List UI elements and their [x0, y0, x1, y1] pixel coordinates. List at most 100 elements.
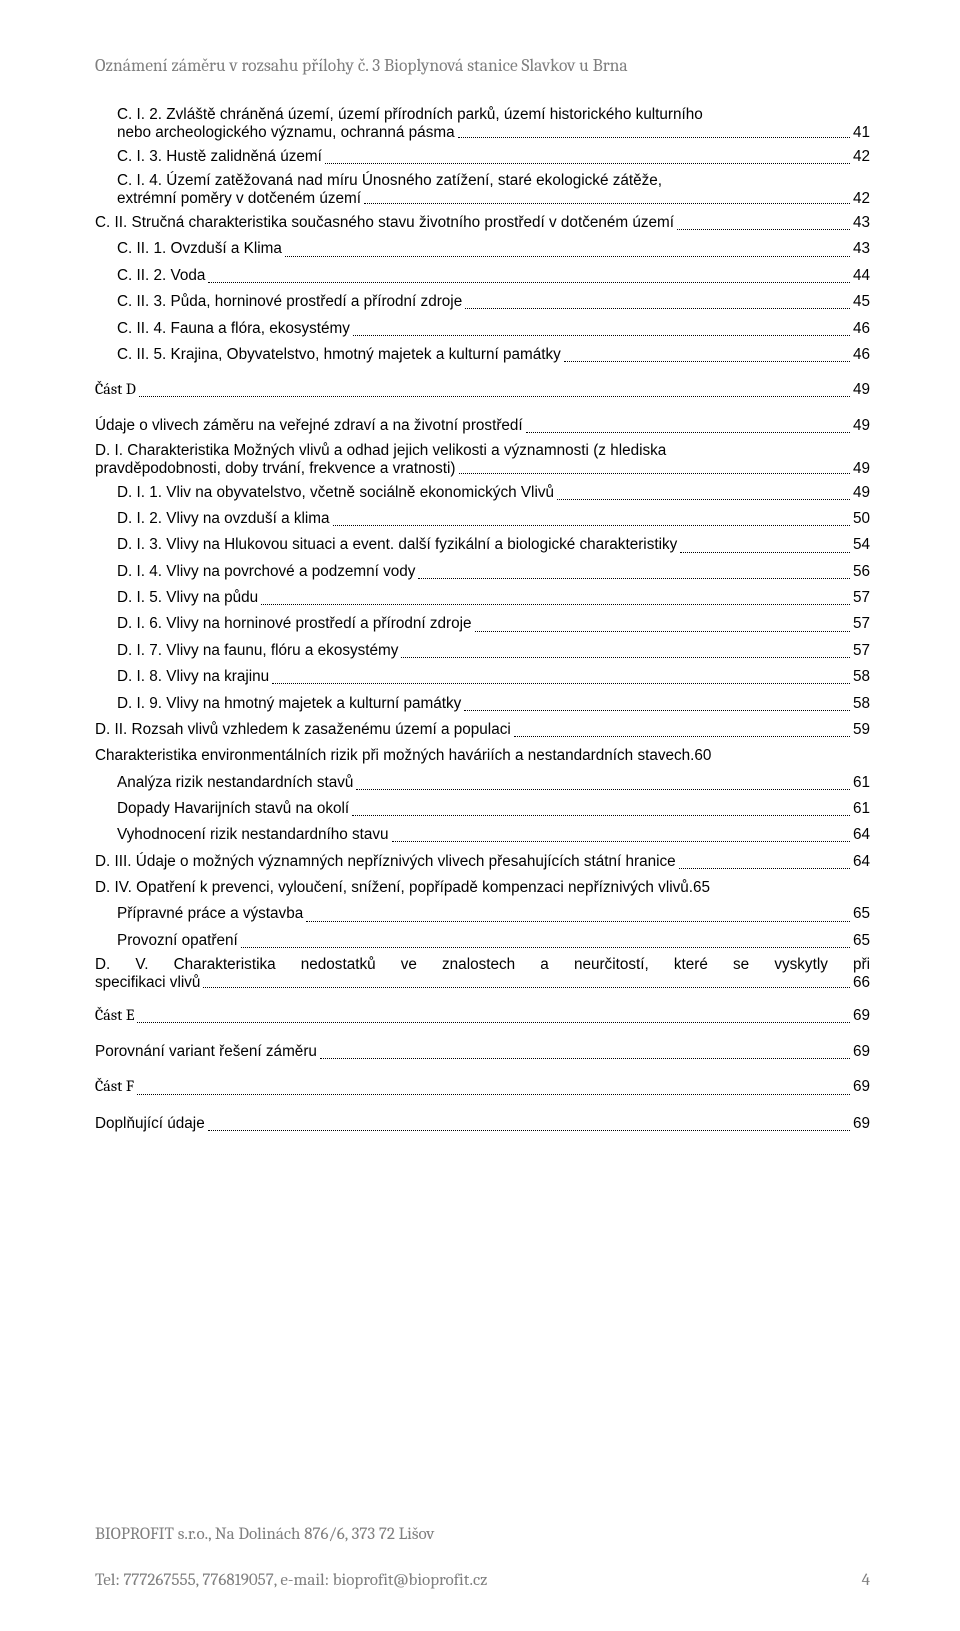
toc-line: Provozní opatření65 — [95, 930, 870, 952]
toc-leader-dots — [272, 683, 850, 684]
toc-page-number: 57 — [853, 640, 870, 662]
toc-multiline: C. I. 2. Zvláště chráněná území, území p… — [95, 106, 870, 142]
toc-label-last: specifikaci vlivů — [95, 974, 200, 992]
toc-page-number: 49 — [853, 415, 870, 437]
toc-leader-dots — [418, 578, 850, 579]
toc-part-line: Část E 69 — [95, 1004, 870, 1027]
toc-label-last-row: nebo archeologického významu, ochranná p… — [117, 124, 870, 142]
toc-line: C. II. Stručná charakteristika současnéh… — [95, 212, 870, 234]
toc-label-first: C. I. 2. Zvláště chráněná území, území p… — [117, 106, 870, 124]
toc-leader-dots — [353, 335, 850, 336]
toc-leader-dots — [401, 657, 850, 658]
document-page: Oznámení záměru v rozsahu přílohy č. 3 B… — [0, 0, 960, 1631]
toc-line: C. II. 3. Půda, horninové prostředí a př… — [95, 291, 870, 313]
toc-page-number: 65 — [853, 903, 870, 925]
footer-line2: Tel: 777267555, 776819057, e-mail: biopr… — [95, 1571, 487, 1590]
toc-leader-dots — [475, 631, 850, 632]
toc-label: C. II. Stručná charakteristika současnéh… — [95, 212, 674, 234]
toc-line: D. I. 5. Vlivy na půdu57 — [95, 587, 870, 609]
toc-page-number: 42 — [853, 146, 870, 168]
toc-leader-dots — [261, 604, 850, 605]
toc-line: C. II. 1. Ovzduší a Klima43 — [95, 238, 870, 260]
footer-contact: BIOPROFIT s.r.o., Na Dolinách 876/6, 373… — [95, 1501, 487, 1593]
toc-label: Přípravné práce a výstavba — [117, 903, 303, 925]
toc-page-number: 44 — [853, 265, 870, 287]
toc-page-number: 61 — [853, 772, 870, 794]
toc-leader-dots — [356, 789, 850, 790]
toc-label: C. I. 3. Hustě zalidněná území — [117, 146, 322, 168]
toc-label: D. IV. Opatření k prevenci, vyloučení, s… — [95, 877, 693, 899]
toc-leader-dots — [306, 921, 850, 922]
toc-label-last-row: specifikaci vlivů 66 — [95, 974, 870, 992]
toc-leader-dots — [208, 282, 850, 283]
toc-line: Analýza rizik nestandardních stavů61 — [95, 772, 870, 794]
toc-line: Charakteristika environmentálních rizik … — [95, 745, 870, 767]
toc-leader-dots — [137, 1094, 850, 1095]
toc-line: Dopady Havarijních stavů na okolí 61 — [95, 798, 870, 820]
toc-leader-dots — [137, 1022, 850, 1023]
toc-page-number: 69 — [853, 1005, 870, 1027]
toc-line: D. IV. Opatření k prevenci, vyloučení, s… — [95, 877, 870, 899]
toc-leader-dots — [465, 308, 850, 309]
toc-page-number: 49 — [853, 460, 870, 478]
toc-leader-dots — [458, 137, 850, 138]
toc-leader-dots — [557, 499, 850, 500]
toc-leader-dots — [320, 1058, 850, 1059]
toc-label: D. III. Údaje o možných významných nepří… — [95, 851, 676, 873]
toc-leader-dots — [285, 256, 850, 257]
toc-line: D. I. 7. Vlivy na faunu, flóru a ekosyst… — [95, 640, 870, 662]
toc-leader-dots — [464, 710, 850, 711]
toc-line: D. I. 1. Vliv na obyvatelstvo, včetně so… — [95, 482, 870, 504]
toc-leader-dots — [208, 1130, 850, 1131]
toc-label-first: D. I. Charakteristika Možných vlivů a od… — [95, 442, 870, 460]
toc-multiline: D. I. Charakteristika Možných vlivů a od… — [95, 442, 870, 478]
toc-page-number: 49 — [853, 379, 870, 401]
toc-page-number: 45 — [853, 291, 870, 313]
toc-label: Část E — [95, 1004, 134, 1027]
toc-line: C. I. 3. Hustě zalidněná území 42 — [95, 146, 870, 168]
toc-leader-dots — [203, 987, 850, 988]
toc-label-last: extrémní poměry v dotčeném území — [117, 190, 361, 208]
toc-multiline: C. I. 4. Území zatěžovaná nad míru Únosn… — [95, 172, 870, 208]
toc-page-number: 42 — [853, 190, 870, 208]
table-of-contents: C. I. 2. Zvláště chráněná území, území p… — [95, 106, 870, 1135]
toc-leader-dots — [333, 525, 850, 526]
toc-page-number: 69 — [853, 1113, 870, 1135]
toc-label: Dopady Havarijních stavů na okolí — [117, 798, 349, 820]
toc-leader-dots — [680, 552, 850, 553]
toc-label: D. I. 3. Vlivy na Hlukovou situaci a eve… — [117, 534, 677, 556]
toc-page-number: 66 — [853, 974, 870, 992]
toc-line: Údaje o vlivech záměru na veřejné zdraví… — [95, 415, 870, 437]
toc-label-first: C. I. 4. Území zatěžovaná nad míru Únosn… — [117, 172, 870, 190]
toc-label-last-row: pravděpodobnosti, doby trvání, frekvence… — [95, 460, 870, 478]
footer-page-number: 4 — [862, 1570, 870, 1593]
toc-leader-dots — [514, 736, 850, 737]
toc-page-number: 58 — [853, 666, 870, 688]
toc-page-number: 46 — [853, 344, 870, 366]
toc-page-number: 65 — [693, 877, 710, 899]
toc-label: C. II. 1. Ovzduší a Klima — [117, 238, 282, 260]
toc-label: Údaje o vlivech záměru na veřejné zdraví… — [95, 415, 523, 437]
toc-leader-dots — [241, 947, 850, 948]
toc-page-number: 56 — [853, 561, 870, 583]
toc-label: Vyhodnocení rizik nestandardního stavu — [117, 824, 389, 846]
page-footer: BIOPROFIT s.r.o., Na Dolinách 876/6, 373… — [95, 1501, 870, 1593]
toc-page-number: 59 — [853, 719, 870, 741]
toc-label: D. II. Rozsah vlivů vzhledem k zasaženém… — [95, 719, 511, 741]
toc-page-number: 64 — [853, 851, 870, 873]
toc-line: C. II. 2. Voda44 — [95, 265, 870, 287]
toc-page-number: 61 — [853, 798, 870, 820]
toc-page-number: 69 — [853, 1041, 870, 1063]
toc-leader-dots — [325, 163, 850, 164]
toc-label-first: D. V. Charakteristika nedostatků ve znal… — [95, 956, 870, 974]
toc-leader-dots — [564, 361, 850, 362]
toc-line: Přípravné práce a výstavba 65 — [95, 903, 870, 925]
toc-page-number: 58 — [853, 693, 870, 715]
toc-label: D. I. 6. Vlivy na horninové prostředí a … — [117, 613, 472, 635]
toc-label-last: pravděpodobnosti, doby trvání, frekvence… — [95, 460, 456, 478]
toc-label: Část D — [95, 378, 136, 401]
toc-line: C. II. 4. Fauna a flóra, ekosystémy46 — [95, 318, 870, 340]
toc-line: D. I. 2. Vlivy na ovzduší a klima50 — [95, 508, 870, 530]
toc-label: D. I. 9. Vlivy na hmotný majetek a kultu… — [117, 693, 461, 715]
toc-label: Část F — [95, 1075, 134, 1098]
